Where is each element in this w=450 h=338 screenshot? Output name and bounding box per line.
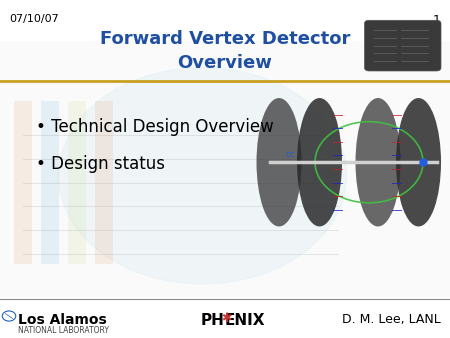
FancyBboxPatch shape bbox=[14, 101, 32, 264]
Text: 1: 1 bbox=[433, 14, 441, 26]
Ellipse shape bbox=[356, 98, 400, 226]
Text: NATIONAL LABORATORY: NATIONAL LABORATORY bbox=[18, 326, 109, 335]
Text: PH: PH bbox=[201, 313, 225, 328]
FancyBboxPatch shape bbox=[94, 101, 112, 264]
FancyBboxPatch shape bbox=[0, 41, 450, 297]
Ellipse shape bbox=[256, 98, 302, 226]
Text: Overview: Overview bbox=[178, 54, 272, 72]
Text: ENIX: ENIX bbox=[225, 313, 266, 328]
FancyBboxPatch shape bbox=[364, 20, 441, 71]
Ellipse shape bbox=[396, 98, 441, 226]
FancyBboxPatch shape bbox=[40, 101, 58, 264]
Text: • Design status: • Design status bbox=[36, 155, 165, 173]
Text: • Technical Design Overview: • Technical Design Overview bbox=[36, 118, 274, 136]
Ellipse shape bbox=[297, 98, 342, 226]
Text: cc: cc bbox=[286, 150, 295, 159]
Text: D. M. Lee, LANL: D. M. Lee, LANL bbox=[342, 313, 441, 325]
Text: Forward Vertex Detector: Forward Vertex Detector bbox=[100, 30, 350, 48]
FancyBboxPatch shape bbox=[68, 101, 86, 264]
Text: ✱: ✱ bbox=[221, 312, 232, 325]
Text: 07/10/07: 07/10/07 bbox=[9, 14, 59, 24]
Text: Los Alamos: Los Alamos bbox=[18, 313, 107, 327]
Circle shape bbox=[58, 68, 346, 284]
